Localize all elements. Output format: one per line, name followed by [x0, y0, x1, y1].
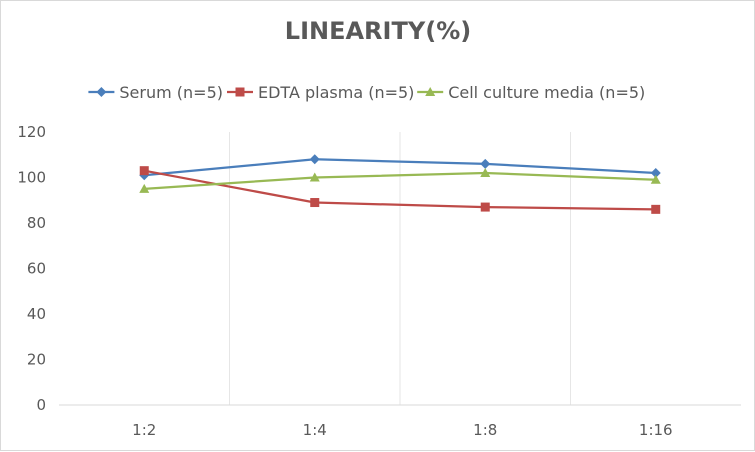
- y-tick-label: 40: [27, 305, 46, 323]
- legend-label: Cell culture media (n=5): [448, 83, 645, 102]
- data-point: [651, 204, 661, 214]
- data-point: [480, 167, 491, 177]
- x-tick-label: 1:4: [303, 421, 327, 439]
- y-tick-label: 60: [27, 260, 46, 278]
- data-point: [139, 166, 149, 176]
- x-tick-label: 1:8: [473, 421, 497, 439]
- series-line: [144, 171, 656, 190]
- legend-item: EDTA plasma (n=5): [227, 83, 414, 102]
- y-tick-label: 100: [17, 169, 46, 187]
- y-tick-label: 20: [27, 351, 46, 369]
- data-point: [650, 167, 661, 178]
- data-point: [310, 198, 320, 208]
- data-point: [480, 158, 491, 169]
- y-tick-label: 80: [27, 214, 46, 232]
- series-line: [144, 158, 656, 177]
- series-edta: [139, 166, 661, 214]
- chart-title: LINEARITY(%): [285, 17, 471, 45]
- legend-item: Cell culture media (n=5): [417, 83, 645, 102]
- legend-marker: [235, 87, 245, 97]
- data-point: [139, 183, 150, 193]
- data-point: [309, 172, 320, 182]
- series-layer: [139, 154, 661, 214]
- series-cell: [139, 167, 661, 193]
- y-tick-label: 0: [36, 396, 46, 414]
- legend-marker: [96, 87, 107, 97]
- series-line: [144, 169, 656, 211]
- series-serum: [139, 154, 661, 181]
- legend: Serum (n=5) EDTA plasma (n=5) Cell culture…: [88, 83, 645, 102]
- x-tick-label: 1:2: [132, 421, 156, 439]
- legend-label: Serum (n=5): [119, 83, 223, 102]
- x-tick-label: 1:16: [639, 421, 673, 439]
- data-point: [650, 174, 661, 184]
- y-tick-label: 120: [17, 123, 46, 141]
- data-point: [480, 202, 490, 212]
- data-point: [309, 154, 320, 165]
- legend-item: Serum (n=5): [88, 83, 223, 102]
- legend-marker: [425, 87, 436, 96]
- grid: [229, 132, 571, 405]
- axes: 0 20 40 60 80 100 120 1:2 1:4 1:8 1:16: [17, 123, 741, 439]
- legend-label: EDTA plasma (n=5): [258, 83, 414, 102]
